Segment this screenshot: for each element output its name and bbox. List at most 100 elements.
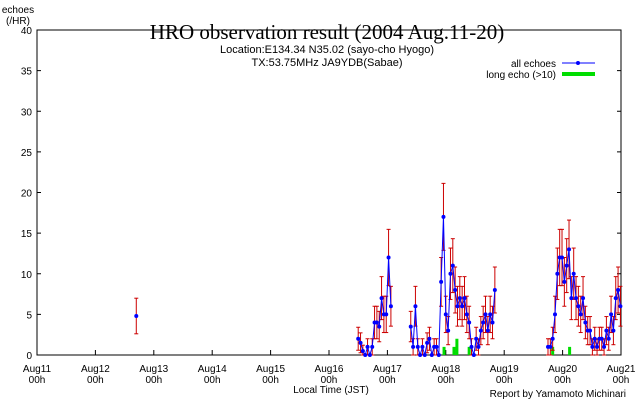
all-echoes-point [471,353,476,357]
all-echoes-point [560,255,565,260]
all-echoes-point [595,344,600,349]
all-echoes-point [365,344,370,349]
x-tick-label-date: Aug20 [548,364,577,375]
x-tick-label-hour: 00h [321,375,338,386]
all-echoes-point [485,328,490,333]
all-echoes-point [569,296,574,301]
x-tick-label-hour: 00h [145,375,162,386]
y-tick-label: 5 [26,310,32,321]
all-echoes-points [134,214,623,357]
chart-subtitle-location: Location:E134.34 N35.02 (sayo-cho Hyogo) [220,44,434,56]
legend-marker-all-echoes [576,61,580,65]
all-echoes-point [488,312,493,317]
legend-swatch-long-echo [562,72,595,76]
x-axis: Aug1100hAug1200hAug1300hAug1400hAug1500h… [23,350,636,386]
x-tick-label-date: Aug16 [315,364,344,375]
long-echo-bar [568,346,572,355]
all-echoes-point [446,328,451,333]
all-echoes-point [386,255,391,260]
y-axis-label-line-1: echoes [2,5,34,16]
all-echoes-point [548,344,553,349]
all-echoes-point [436,353,441,357]
all-echoes-point [429,353,434,357]
x-tick-label-date: Aug14 [198,364,227,375]
x-tick-label-date: Aug11 [23,364,52,375]
all-echoes-point [418,353,423,357]
all-echoes-point [606,336,611,341]
all-echoes-point [590,344,595,349]
all-echoes-point [439,279,444,284]
x-tick-label-date: Aug21 [607,364,636,375]
x-tick-label-hour: 00h [204,375,221,386]
all-echoes-point [460,304,465,309]
all-echoes-point [358,340,363,345]
all-echoes-point [616,288,621,292]
all-echoes-point [578,312,583,317]
all-echoes-point [562,279,567,284]
all-echoes-point [599,336,604,341]
all-echoes-point [434,344,439,349]
x-tick-label-date: Aug12 [81,364,110,375]
all-echoes-point [474,336,479,341]
all-echoes-point [571,271,576,276]
all-echoes-point [367,353,372,357]
x-axis-label: Local Time (JST) [293,385,369,396]
x-tick-label-date: Aug19 [490,364,519,375]
all-echoes-point [467,320,472,325]
all-echoes-point [377,324,382,329]
all-echoes-point [411,344,416,349]
all-echoes-point [408,324,413,329]
all-echoes-point [427,336,432,341]
x-tick-label-hour: 00h [496,375,513,386]
y-axis: 0 5 10 15 20 25 30 35 40 [21,26,621,362]
all-echoes-point [363,353,368,357]
all-echoes-point [618,304,623,309]
legend-label-long-echo: long echo (>10) [486,70,556,81]
long-echo-bar [442,346,446,355]
all-echoes-point [478,328,483,333]
all-echoes-point [602,344,607,349]
all-echoes-point [469,344,474,349]
y-tick-label: 10 [21,270,33,281]
y-axis-label-line-2: (/HR) [6,16,30,27]
all-echoes-point [413,304,418,309]
all-echoes-point [588,328,593,333]
x-tick-label-hour: 00h [29,375,46,386]
all-echoes-point [476,344,481,349]
chart-title: HRO observation result (2004 Aug.11-20) [150,20,504,44]
legend: all echoes long echo (>10) [486,59,595,81]
all-echoes-point [462,296,467,301]
all-echoes-point [422,353,427,357]
all-echoes-point [604,328,609,333]
all-echoes-lines [357,216,621,357]
chart-subtitle-transmitter: TX:53.75MHz JA9YDB(Sabae) [251,57,402,69]
long-echo-bar [467,346,471,355]
x-tick-label-date: Aug18 [431,364,460,375]
credit-text: Report by Yamamoto Michinari [490,389,626,400]
y-tick-label: 35 [21,67,33,78]
x-tick-label-hour: 00h [554,375,571,386]
x-tick-label-date: Aug17 [373,364,402,375]
all-echoes-point [384,312,389,317]
all-echoes-point [564,263,569,268]
all-echoes-point [453,288,458,292]
all-echoes-point [388,304,393,309]
all-echoes-point [443,312,448,317]
legend-label-all-echoes: all echoes [511,59,556,70]
x-tick-label-hour: 00h [437,375,454,386]
all-echoes-point [370,344,375,349]
x-tick-label-date: Aug15 [256,364,285,375]
all-echoes-point [450,263,455,268]
all-echoes-point [550,336,555,341]
all-echoes-point [553,312,558,317]
y-tick-label: 15 [21,229,33,240]
y-tick-label: 25 [21,148,33,159]
all-echoes-point [379,296,384,301]
all-echoes-point [356,336,361,341]
x-tick-label-hour: 00h [262,375,279,386]
all-echoes-point [581,296,586,301]
x-tick-label-hour: 00h [87,375,104,386]
long-echo-bars [442,338,572,355]
y-tick-label: 40 [21,26,33,37]
all-echoes-point [441,214,446,219]
